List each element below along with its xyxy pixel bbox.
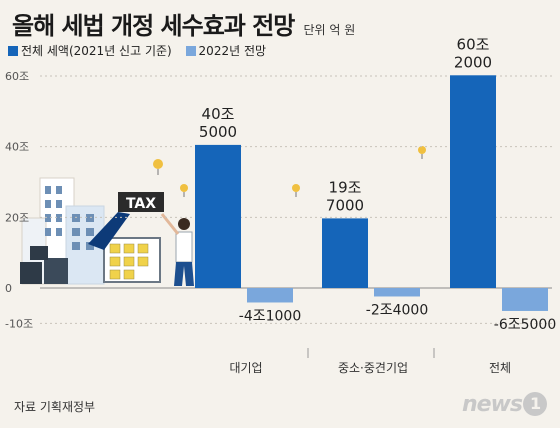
y-tick-label: 20조 — [5, 211, 29, 224]
unit-label: 단위 억 원 — [303, 23, 356, 37]
legend-swatch-2022 — [185, 46, 196, 56]
bar-s1-c2 — [502, 288, 548, 311]
bar-s0-c2 — [450, 75, 496, 288]
data-label-s0-c2: 2000 — [454, 53, 492, 71]
title-row: 올해 세법 개정 세수효과 전망 단위 억 원 — [12, 6, 355, 41]
tax-illustration: TAX — [20, 146, 426, 286]
data-label-s0-c1: 19조 — [329, 178, 362, 196]
chart-title: 올해 세법 개정 세수효과 전망 — [12, 12, 295, 40]
legend: 전체 세액(2021년 신고 기준) 2022년 전망 — [8, 42, 276, 59]
x-axis: 대기업 중소·중견기업 전체 — [229, 348, 511, 375]
y-tick-label: 40조 — [5, 141, 29, 154]
y-tick-label: 0 — [5, 282, 12, 295]
legend-item-2022: 2022년 전망 — [185, 42, 267, 59]
x-tick-label: 중소·중견기업 — [338, 361, 408, 375]
logo-text: news — [462, 392, 523, 417]
y-axis-ticks: 60조 40조 20조 0 -10조 — [5, 70, 33, 330]
bars — [195, 75, 548, 311]
x-tick-label: 전체 — [489, 361, 511, 375]
x-tick-label: 대기업 — [229, 361, 262, 375]
svg-text:TAX: TAX — [126, 196, 156, 212]
data-label-s0-c0: 5000 — [199, 123, 237, 141]
data-label-s0-c1: 7000 — [326, 196, 364, 214]
legend-item-total: 전체 세액(2021년 신고 기준) — [8, 42, 172, 59]
bar-s1-c0 — [247, 288, 293, 303]
y-tick-label: -10조 — [5, 317, 33, 330]
data-label-s1-c0: -4조1000 — [239, 308, 301, 324]
y-tick-label: 60조 — [5, 70, 29, 83]
data-label-s1-c1: -2조4000 — [366, 302, 428, 318]
legend-label-total: 전체 세액(2021년 신고 기준) — [21, 44, 172, 58]
bar-s0-c1 — [322, 218, 368, 288]
source-note: 자료 기획재정부 — [14, 400, 96, 414]
bar-s0-c0 — [195, 144, 241, 288]
data-label-s1-c2: -6조5000 — [494, 317, 556, 333]
news1-logo: news 1 — [462, 392, 548, 417]
data-label-s0-c0: 40조 — [202, 105, 235, 123]
legend-swatch-total — [8, 46, 18, 56]
data-label-s0-c2: 60조 — [457, 35, 490, 53]
legend-label-2022: 2022년 전망 — [198, 44, 267, 58]
bar-s1-c1 — [374, 288, 420, 297]
logo-mark: 1 — [523, 392, 548, 416]
